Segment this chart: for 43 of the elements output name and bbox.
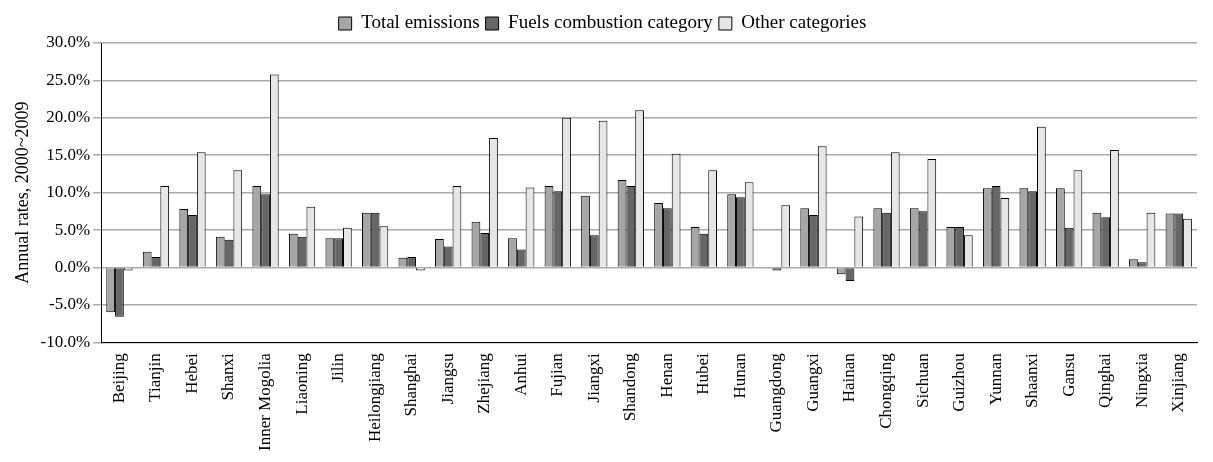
x-tick-label: Shaanxi: [1022, 353, 1042, 409]
x-tick-label: Jiangsu: [437, 352, 457, 405]
x-tick-label: Tianjin: [145, 352, 165, 402]
y-tick-label: -5.0%: [49, 294, 91, 314]
y-tick-label: 0.0%: [54, 256, 91, 276]
x-tick-label: Jilin: [328, 352, 348, 383]
x-tick-label: Heilongjiang: [364, 352, 384, 443]
y-tick-label: 5.0%: [54, 219, 91, 239]
x-tick-label: Zhejiang: [474, 352, 494, 414]
x-tick-label: Beijing: [108, 352, 128, 404]
y-tick-label: 15.0%: [46, 144, 91, 164]
y-tick-label: 30.0%: [46, 32, 91, 52]
x-tick-label: Jiangxi: [583, 353, 603, 403]
x-tick-label: Anhui: [510, 353, 530, 396]
legend-label: Fuels combustion category: [508, 11, 714, 33]
x-tick-label: Guangxi: [802, 353, 822, 412]
x-tick-label: Shanghai: [401, 353, 421, 417]
x-tick-label: Henan: [656, 352, 676, 398]
x-tick-label: Qinghai: [1095, 353, 1115, 409]
x-tick-label: Hubei: [693, 353, 713, 395]
y-tick-label: 25.0%: [46, 69, 91, 89]
legend-label: Other categories: [741, 11, 867, 33]
x-tick-label: Hainan: [839, 352, 859, 403]
x-tick-label: Inner Mogolia: [255, 352, 275, 452]
y-tick-label: 10.0%: [46, 182, 91, 202]
x-tick-label: Guizhou: [949, 352, 969, 412]
x-tick-label: Liaoning: [291, 352, 311, 415]
legend-label: Total emissions: [361, 11, 480, 33]
y-tick-label: -10.0%: [40, 331, 91, 351]
x-tick-label: Hebei: [181, 353, 201, 394]
x-tick-label: Shanxi: [218, 353, 238, 401]
x-tick-label: Hunan: [729, 352, 749, 399]
x-tick-label: Sichuan: [912, 352, 932, 409]
x-tick-label: Shandong: [620, 352, 640, 422]
x-tick-label: Gansu: [1058, 352, 1078, 397]
y-tick-label: 20.0%: [46, 107, 91, 127]
x-tick-label: Ningxia: [1131, 352, 1151, 409]
x-tick-label: Guangdong: [766, 352, 786, 433]
x-tick-label: Fujian: [547, 352, 567, 397]
x-tick-label: Chongqing: [875, 352, 895, 429]
y-axis-title: Annual rates, 2000~2009: [11, 101, 32, 284]
x-tick-label: Xinjiang: [1168, 352, 1188, 413]
x-tick-label: Yunnan: [985, 352, 1005, 406]
